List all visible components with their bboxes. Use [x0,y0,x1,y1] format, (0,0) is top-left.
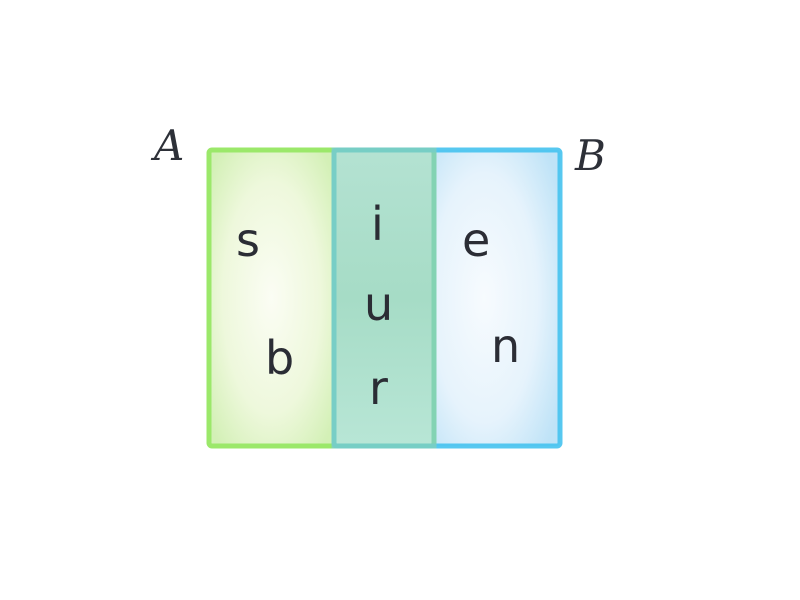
intersection-region [334,150,434,446]
element-only-b: n [491,319,520,373]
element-only-b: e [462,213,490,267]
element-intersection: u [364,277,393,331]
set-b-region [434,150,560,446]
element-only-a: s [236,213,260,267]
set-a-region [209,150,334,446]
element-intersection: r [369,361,388,415]
set-b-label: B [574,131,606,180]
element-only-a: b [265,331,294,385]
intersection-border [331,147,437,449]
set-a-label: A [150,121,184,170]
element-intersection: i [371,197,384,251]
